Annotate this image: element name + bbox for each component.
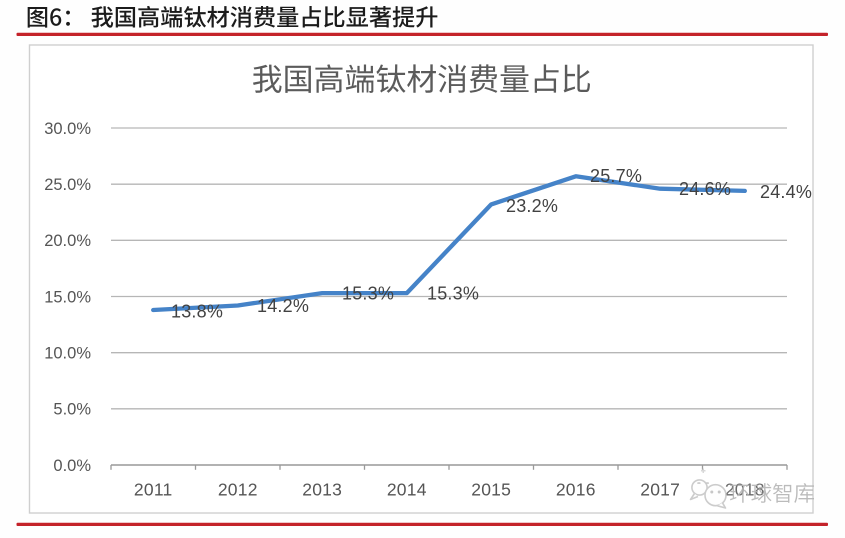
- svg-text:24.4%: 24.4%: [760, 182, 812, 202]
- svg-text:30.0%: 30.0%: [44, 120, 91, 138]
- svg-text:2012: 2012: [218, 479, 258, 499]
- svg-text:2014: 2014: [387, 479, 427, 499]
- svg-text:2013: 2013: [302, 479, 342, 499]
- svg-text:2015: 2015: [471, 479, 511, 499]
- svg-text:2018: 2018: [725, 479, 765, 499]
- svg-text:0.0%: 0.0%: [53, 457, 91, 475]
- svg-text:10.0%: 10.0%: [44, 345, 91, 363]
- svg-text:20.0%: 20.0%: [44, 232, 91, 250]
- svg-text:24.6%: 24.6%: [679, 179, 731, 199]
- svg-text:15.0%: 15.0%: [44, 288, 91, 306]
- svg-text:14.2%: 14.2%: [257, 296, 309, 316]
- svg-text:2011: 2011: [134, 479, 173, 499]
- svg-text:25.7%: 25.7%: [590, 166, 642, 186]
- svg-text:15.3%: 15.3%: [342, 284, 394, 304]
- svg-text:13.8%: 13.8%: [171, 302, 223, 322]
- svg-text:5.0%: 5.0%: [53, 401, 91, 419]
- svg-text:2017: 2017: [640, 479, 680, 499]
- svg-text:25.0%: 25.0%: [44, 176, 91, 194]
- svg-text:15.3%: 15.3%: [427, 284, 479, 304]
- svg-text:23.2%: 23.2%: [506, 196, 558, 216]
- svg-text:2016: 2016: [556, 479, 596, 499]
